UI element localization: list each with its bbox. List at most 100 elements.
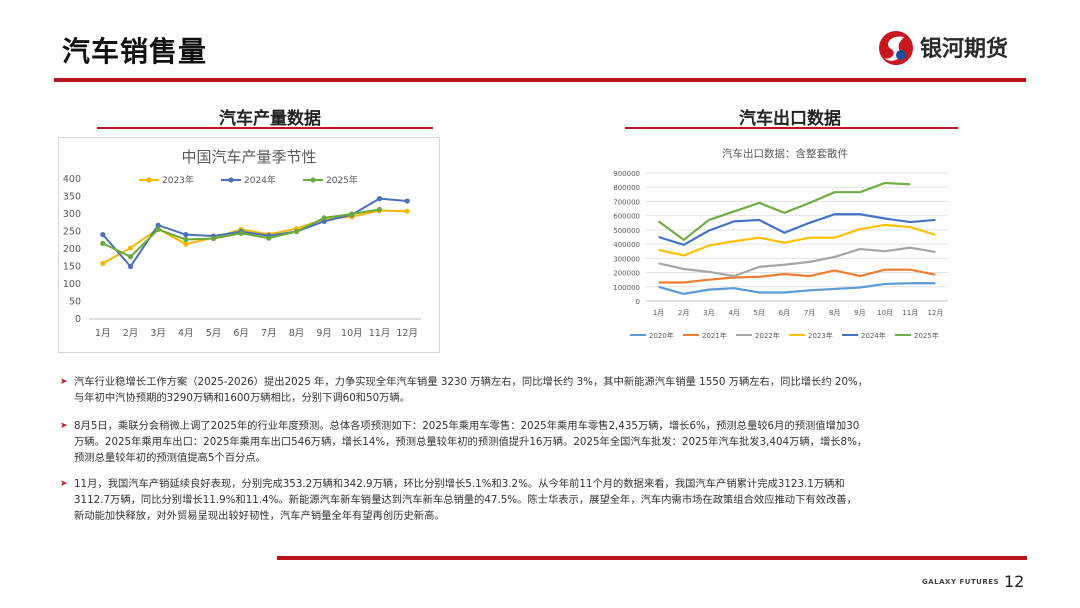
brand-name: 银河期货 xyxy=(920,37,1009,62)
x-tick-label: 7月 xyxy=(804,309,815,317)
y-tick-label: 0 xyxy=(636,298,640,306)
legend-label: 2020年 xyxy=(649,331,674,340)
y-tick-label: 700000 xyxy=(613,198,640,206)
production-chart: 中国汽车产量季节性 0 50 100 150 200 250 300 350 400 1月 2月 3月 4… xyxy=(58,137,440,353)
series-line xyxy=(658,246,936,278)
export-chart: 汽车出口数据：含整套散件 0 100000 200000 300000 400000 500… xyxy=(602,137,962,351)
x-tick-label: 12月 xyxy=(927,309,943,317)
data-point xyxy=(376,206,383,213)
data-point xyxy=(293,228,300,235)
y-tick-label: 300000 xyxy=(613,255,640,263)
x-tick-label: 3月 xyxy=(150,328,166,339)
x-tick-label: 10月 xyxy=(877,309,893,317)
page-number: 12 xyxy=(1004,572,1025,591)
brand-logo: 银河期货 xyxy=(876,28,1036,68)
y-tick-label: 200000 xyxy=(613,270,640,278)
x-tick-label: 6月 xyxy=(233,328,249,339)
y-tick-label: 400 xyxy=(63,174,81,185)
legend-label: 2021年 xyxy=(702,331,727,340)
data-point xyxy=(404,198,410,204)
legend-marker xyxy=(146,177,152,183)
series-line xyxy=(102,197,408,268)
bullet-line: 汽车行业稳增长工作方案（2025-2026）提出2025 年，力争实现全年汽车销… xyxy=(74,376,869,388)
legend-label: 2023年 xyxy=(162,174,194,186)
x-tick-label: 12月 xyxy=(396,328,418,339)
x-tick-label: 11月 xyxy=(902,309,918,317)
x-tick-label: 6月 xyxy=(779,309,790,317)
x-tick-label: 4月 xyxy=(178,328,194,339)
y-tick-label: 0 xyxy=(75,314,81,325)
page-title: 汽车销售量 xyxy=(62,35,208,68)
bullet-line: 8月5日，乘联分会稍微上调了2025年的行业年度预测。总体各项预测如下：2025… xyxy=(74,420,860,432)
y-tick-label: 600000 xyxy=(613,213,640,221)
bullet-line: 11月，我国汽车产销延续良好表现，分别完成353.2万辆和342.9万辆，环比分… xyxy=(74,478,845,490)
y-tick-label: 250 xyxy=(63,227,81,238)
legend-label: 2025年 xyxy=(326,174,358,186)
x-tick-label: 2月 xyxy=(678,309,689,317)
chart-title: 汽车出口数据：含整套散件 xyxy=(722,147,848,160)
data-point xyxy=(183,236,189,243)
data-point xyxy=(210,235,217,242)
chart-title: 中国汽车产量季节性 xyxy=(181,148,316,166)
data-point xyxy=(100,260,106,266)
section-title-export: 汽车出口数据 xyxy=(739,109,841,129)
data-point xyxy=(127,263,134,270)
data-point xyxy=(100,232,106,238)
series-line xyxy=(658,213,936,246)
data-point xyxy=(238,230,244,236)
y-tick-label: 200 xyxy=(63,244,81,255)
legend-label: 2023年 xyxy=(808,331,833,340)
series-line xyxy=(658,223,936,257)
bullet-arrow-icon: ➤ xyxy=(60,421,68,431)
section-rule-left xyxy=(97,127,433,129)
x-tick-label: 9月 xyxy=(854,309,865,317)
legend-label: 2025年 xyxy=(914,331,939,340)
section-rule-right xyxy=(625,127,958,129)
data-point xyxy=(266,235,272,241)
series-line xyxy=(658,268,936,284)
bullet-line: 3112.7万辆，同比分别增长11.9%和11.4%。新能源汽车新车销量达到汽车… xyxy=(74,494,857,506)
section-title-production: 汽车产量数据 xyxy=(219,109,321,129)
x-tick-label: 8月 xyxy=(289,328,305,339)
legend-label: 2022年 xyxy=(755,331,780,340)
y-tick-label: 50 xyxy=(69,297,81,308)
y-tick-label: 300 xyxy=(63,209,81,220)
y-tick-label: 400000 xyxy=(613,241,640,249)
bullet-arrow-icon: ➤ xyxy=(60,479,68,489)
x-tick-label: 7月 xyxy=(261,328,277,339)
y-tick-label: 500000 xyxy=(613,227,640,235)
bullet-item: ➤ 8月5日，乘联分会稍微上调了2025年的行业年度预测。总体各项预测如下：20… xyxy=(60,418,980,466)
y-tick-label: 900000 xyxy=(613,170,640,178)
export-chart-svg: 汽车出口数据：含整套散件 0 100000 200000 300000 400000 500… xyxy=(613,147,948,340)
data-point xyxy=(100,240,106,246)
x-tick-label: 3月 xyxy=(703,309,714,317)
bullet-item: ➤ 汽车行业稳增长工作方案（2025-2026）提出2025 年，力争实现全年汽… xyxy=(60,374,980,406)
data-point xyxy=(376,196,383,202)
x-tick-label: 11月 xyxy=(369,328,391,339)
data-point xyxy=(183,232,189,238)
series-line xyxy=(657,181,911,241)
bullet-arrow-icon: ➤ xyxy=(60,377,68,387)
data-point xyxy=(155,222,161,228)
y-tick-label: 800000 xyxy=(613,184,640,192)
x-tick-label: 9月 xyxy=(316,328,332,339)
data-point xyxy=(404,208,410,214)
data-point xyxy=(321,215,327,221)
legend-marker xyxy=(228,177,234,183)
x-tick-label: 4月 xyxy=(728,309,739,317)
x-tick-label: 10月 xyxy=(341,328,363,339)
x-tick-label: 2月 xyxy=(123,328,139,339)
bullet-line: 万辆。2025年乘用车出口：2025年乘用车出口546万辆，增长14%，预测总量… xyxy=(74,436,868,448)
series-line xyxy=(102,209,408,265)
bullet-line: 与年初中汽协预期的3290万辆和1600万辆相比，分别下调60和50万辆。 xyxy=(74,392,411,404)
header-rule xyxy=(54,78,1026,82)
legend-label: 2024年 xyxy=(244,174,276,186)
x-tick-label: 5月 xyxy=(206,328,222,339)
legend-label: 2024年 xyxy=(861,331,886,340)
series-line xyxy=(658,282,936,295)
bullet-line: 新动能加快释放，对外贸易呈现出较好韧性，汽车产销量全年有望再创历史新高。 xyxy=(74,510,445,522)
legend-marker xyxy=(310,177,316,183)
y-tick-label: 100 xyxy=(63,279,81,290)
bullet-item: ➤ 11月，我国汽车产销延续良好表现，分别完成353.2万辆和342.9万辆，环… xyxy=(60,476,980,524)
footer-rule xyxy=(277,556,1027,560)
